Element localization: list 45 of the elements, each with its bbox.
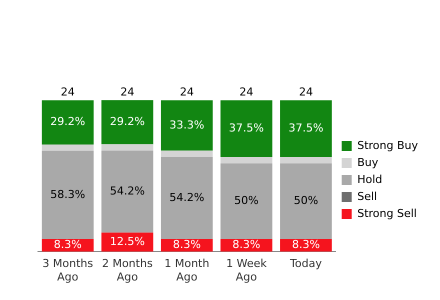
bar bbox=[220, 100, 272, 158]
annotation: 24 bbox=[180, 86, 194, 99]
bar bbox=[160, 100, 213, 151]
legend-label: Sell bbox=[357, 190, 378, 203]
bar bbox=[160, 150, 213, 158]
bar bbox=[101, 150, 154, 233]
annotation: 24 bbox=[60, 86, 75, 99]
bar bbox=[42, 150, 94, 240]
bar bbox=[42, 100, 94, 144]
data-label: 54.2% bbox=[169, 190, 204, 204]
x-tick-label: Today bbox=[289, 257, 322, 270]
data-label: 8.3% bbox=[172, 238, 201, 252]
x-tick-label: 2 Months Ago bbox=[102, 257, 153, 284]
bar bbox=[160, 157, 213, 240]
bar bbox=[280, 100, 332, 158]
data-label: 50% bbox=[234, 194, 259, 208]
data-label: 37.5% bbox=[228, 122, 264, 134]
annotation: 24 bbox=[239, 86, 254, 99]
x-tick-label: 1 Week Ago bbox=[226, 257, 268, 284]
bar bbox=[220, 163, 272, 240]
annotation: 24 bbox=[120, 86, 134, 99]
data-label: 8.3% bbox=[232, 238, 260, 252]
bar bbox=[101, 144, 154, 151]
bar bbox=[42, 144, 94, 151]
data-label: 8.3% bbox=[292, 238, 320, 252]
legend-label: Buy bbox=[357, 156, 379, 169]
data-label: 8.3% bbox=[54, 238, 82, 252]
data-label: 12.5% bbox=[110, 235, 145, 248]
bar bbox=[220, 157, 272, 164]
data-label: 58.3% bbox=[50, 188, 86, 201]
data-label: 50% bbox=[294, 194, 318, 208]
bar bbox=[280, 163, 332, 240]
x-tick-label: 1 Month Ago bbox=[164, 257, 210, 284]
x-tick-label: 3 Months Ago bbox=[42, 257, 94, 284]
legend-label: Strong Sell bbox=[357, 206, 417, 220]
data-label: 29.2% bbox=[110, 115, 145, 128]
legend-label: Hold bbox=[357, 172, 382, 186]
data-label: 33.3% bbox=[169, 118, 204, 132]
bar bbox=[280, 157, 332, 164]
data-label: 54.2% bbox=[110, 184, 145, 198]
annotation: 24 bbox=[298, 86, 313, 99]
data-label: 37.5% bbox=[288, 122, 324, 134]
bar bbox=[101, 100, 154, 144]
legend-label: Strong Buy bbox=[357, 138, 418, 152]
data-label: 29.2% bbox=[50, 115, 86, 128]
